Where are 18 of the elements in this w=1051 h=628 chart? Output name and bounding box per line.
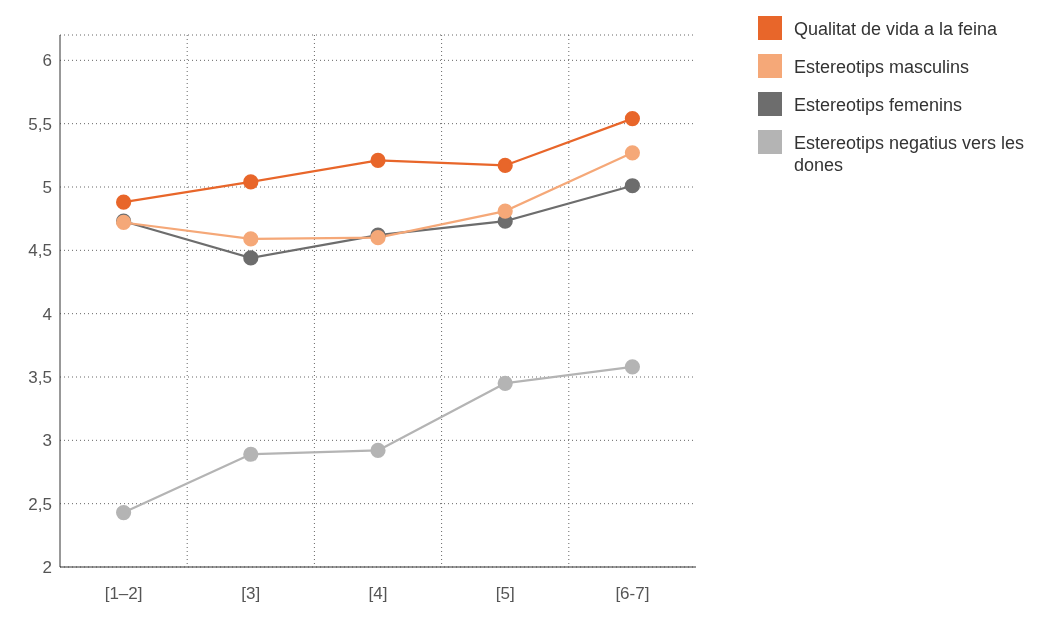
x-tick-label: [4] bbox=[368, 584, 388, 604]
y-tick-label: 6 bbox=[42, 51, 52, 71]
y-tick-label: 3 bbox=[42, 431, 52, 451]
x-tick-label: [1–2] bbox=[104, 584, 143, 604]
y-tick-label: 4,5 bbox=[28, 241, 52, 261]
y-tick-label: 5,5 bbox=[28, 114, 52, 134]
legend-label: Qualitat de vida a la feina bbox=[794, 18, 998, 40]
x-tick-label: [3] bbox=[241, 584, 261, 604]
y-tick-label: 5 bbox=[42, 178, 52, 198]
legend-label: Estereotips femenins bbox=[794, 94, 963, 116]
y-tick-label: 2 bbox=[42, 558, 52, 578]
x-tick-label: [5] bbox=[495, 584, 515, 604]
y-tick-label: 4 bbox=[42, 304, 52, 324]
legend-label: Estereotips masculins bbox=[794, 56, 970, 78]
x-tick-label: [6-7] bbox=[615, 584, 650, 604]
y-tick-label: 3,5 bbox=[28, 368, 52, 388]
y-tick-label: 2,5 bbox=[28, 494, 52, 514]
legend-label: Estereotips negatius vers les dones bbox=[794, 132, 1026, 176]
